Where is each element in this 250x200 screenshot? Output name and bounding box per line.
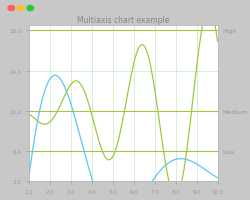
Circle shape [18, 6, 24, 12]
Title: Multiaxis chart example: Multiaxis chart example [77, 16, 169, 25]
Circle shape [8, 6, 14, 12]
Circle shape [27, 6, 34, 12]
